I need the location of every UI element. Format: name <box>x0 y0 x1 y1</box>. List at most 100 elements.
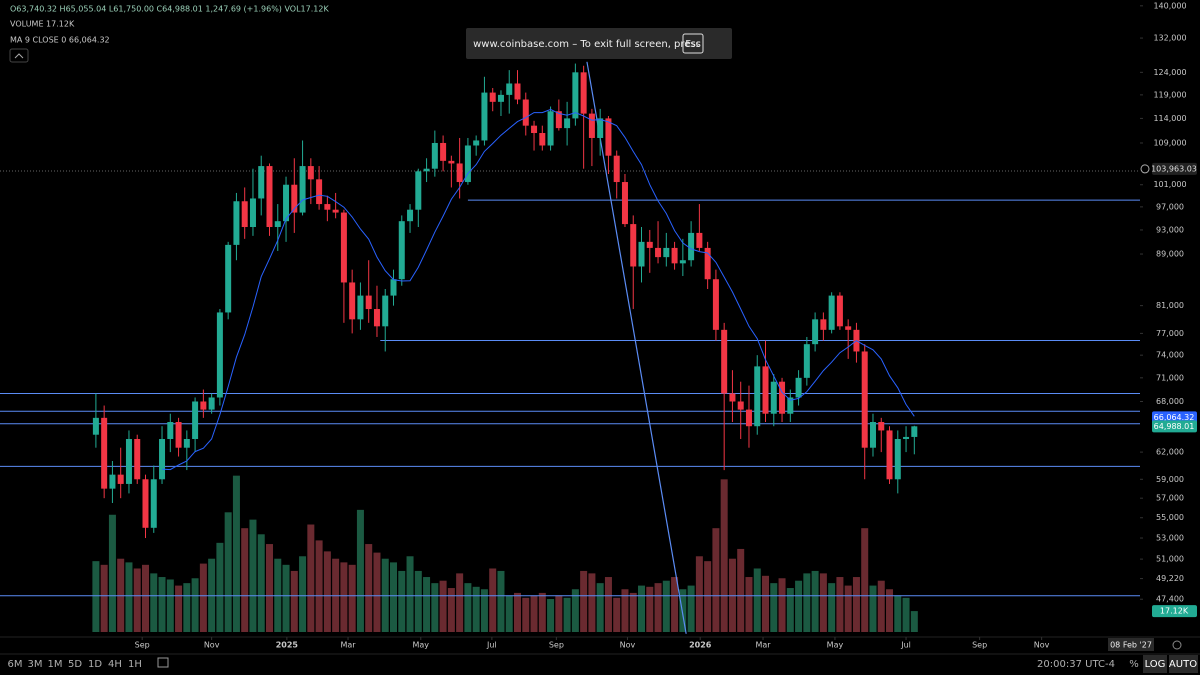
candle-body <box>787 397 794 414</box>
ohlc-legend: O63,740.32 H65,055.04 L61,750.00 C64,988… <box>10 5 329 14</box>
volume-bar <box>183 583 191 632</box>
candle-body <box>274 221 281 228</box>
volume-bar <box>662 580 670 632</box>
candle-body <box>903 436 910 440</box>
candle-body <box>117 474 124 484</box>
range-button[interactable]: 1D <box>88 659 102 670</box>
auto-toggle-bg[interactable] <box>1169 655 1198 673</box>
percent-toggle[interactable]: % <box>1129 659 1139 670</box>
candle-body <box>464 145 471 183</box>
candle-body <box>456 163 463 183</box>
y-tick-label: 55,000 <box>1156 513 1184 522</box>
candle-body <box>316 179 323 205</box>
volume-bar <box>125 562 133 632</box>
range-button[interactable]: 3M <box>28 659 43 670</box>
collapse-button[interactable] <box>9 48 29 63</box>
log-toggle[interactable]: LOG <box>1145 659 1166 670</box>
candle-body <box>886 430 893 480</box>
volume-bar <box>92 561 100 632</box>
candle-body <box>332 209 339 213</box>
volume-bar <box>538 592 546 632</box>
candle-body <box>101 417 108 489</box>
volume-bar <box>249 519 257 632</box>
volume-bar <box>762 575 770 632</box>
volume-bar <box>199 563 207 632</box>
date-range-icon[interactable] <box>157 657 169 668</box>
range-button[interactable]: 4H <box>108 659 122 670</box>
x-tick-label: Mar <box>755 641 771 650</box>
volume-bar <box>563 597 571 632</box>
candle-body <box>894 439 901 480</box>
volume-bar <box>654 583 662 632</box>
volume-bar <box>869 585 877 632</box>
volume-bar <box>795 580 803 632</box>
candle-body <box>555 111 562 129</box>
last-price-label-box <box>1152 420 1197 433</box>
candle-body <box>845 326 852 330</box>
range-button[interactable]: 1M <box>48 659 63 670</box>
candle-body <box>688 232 695 261</box>
candle-body <box>407 209 414 222</box>
volume-bar <box>753 568 761 632</box>
volume-bar <box>671 577 679 632</box>
range-button[interactable]: 5D <box>68 659 82 670</box>
volume-bar <box>348 564 356 632</box>
volume-bar <box>819 573 827 632</box>
volume-bar <box>638 585 646 632</box>
range-button[interactable]: 1H <box>128 659 142 670</box>
candle-body <box>398 221 405 280</box>
y-tick-label: 51,000 <box>1156 555 1184 564</box>
candle-body <box>415 171 422 210</box>
y-tick-label: 47,400 <box>1156 595 1184 604</box>
x-tick-label: Nov <box>620 641 636 650</box>
volume-bar <box>456 573 464 632</box>
candle-body <box>721 329 728 394</box>
settings-icon[interactable] <box>1172 640 1182 650</box>
range-button[interactable]: 6M <box>8 659 23 670</box>
volume-bar <box>786 588 794 632</box>
volume-bar <box>811 570 819 632</box>
candle-body <box>192 401 199 440</box>
log-toggle-bg[interactable] <box>1143 655 1167 673</box>
volume-bar <box>175 585 183 632</box>
volume-bar <box>828 583 836 632</box>
volume-bar <box>910 611 918 632</box>
volume-bar <box>877 580 885 632</box>
y-tick-label: 124,000 <box>1153 68 1186 77</box>
volume-bar <box>505 595 513 632</box>
volume-bar <box>770 583 778 632</box>
candle-body <box>208 397 215 410</box>
candle-body <box>679 260 686 264</box>
volume-bar <box>290 570 298 632</box>
candle-body <box>638 241 645 267</box>
y-tick-label: 53,000 <box>1156 534 1184 543</box>
y-tick-label: 89,000 <box>1156 250 1184 259</box>
y-tick-label: 77,000 <box>1156 329 1184 338</box>
candle-body <box>373 309 380 327</box>
volume-bar <box>340 562 348 632</box>
auto-toggle[interactable]: AUTO <box>1169 659 1197 670</box>
candle-body <box>572 72 579 119</box>
ma-line <box>161 108 915 471</box>
volume-bar <box>596 583 604 632</box>
candle-body <box>762 366 769 414</box>
y-tick-label: 68,000 <box>1156 397 1184 406</box>
volume-bar <box>571 589 579 632</box>
candle-body <box>390 279 397 296</box>
ma-price-label: 66,064.32 <box>1154 413 1195 422</box>
candle-body <box>150 479 157 528</box>
x-tick-label: 2025 <box>276 641 299 650</box>
y-tick-label: 132,000 <box>1153 34 1186 43</box>
volume-bar <box>299 556 307 632</box>
candle-body <box>134 439 141 480</box>
candle-body <box>307 166 314 180</box>
candle-body <box>324 204 331 210</box>
candle-body <box>357 295 364 320</box>
x-tick-label: Jul <box>900 641 911 650</box>
candle-body <box>522 99 529 126</box>
candle-body <box>729 393 736 402</box>
candle-body <box>812 319 819 345</box>
volume-bar <box>398 570 406 632</box>
volume-label: 17.12K <box>1160 607 1189 616</box>
